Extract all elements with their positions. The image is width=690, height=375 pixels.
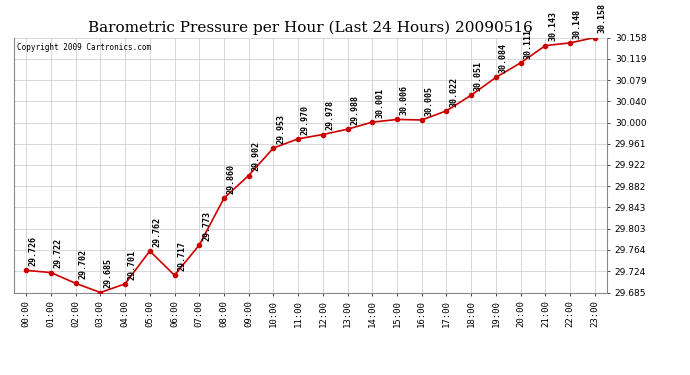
Text: 30.111: 30.111 bbox=[524, 28, 533, 58]
Text: 30.006: 30.006 bbox=[400, 85, 408, 115]
Text: 29.726: 29.726 bbox=[29, 236, 38, 266]
Text: 29.717: 29.717 bbox=[177, 241, 186, 271]
Text: 30.022: 30.022 bbox=[449, 76, 458, 106]
Text: 30.148: 30.148 bbox=[573, 9, 582, 39]
Text: 29.701: 29.701 bbox=[128, 250, 137, 280]
Text: 29.685: 29.685 bbox=[103, 258, 112, 288]
Text: 29.988: 29.988 bbox=[351, 95, 359, 125]
Text: 30.005: 30.005 bbox=[424, 86, 433, 116]
Text: 30.158: 30.158 bbox=[598, 3, 607, 33]
Text: 30.001: 30.001 bbox=[375, 88, 384, 118]
Text: 29.902: 29.902 bbox=[251, 141, 260, 171]
Text: 29.860: 29.860 bbox=[227, 164, 236, 194]
Text: 29.762: 29.762 bbox=[152, 217, 161, 247]
Text: Copyright 2009 Cartronics.com: Copyright 2009 Cartronics.com bbox=[17, 43, 151, 52]
Text: 29.978: 29.978 bbox=[326, 100, 335, 130]
Text: 29.702: 29.702 bbox=[79, 249, 88, 279]
Text: 30.143: 30.143 bbox=[548, 11, 557, 41]
Text: 29.773: 29.773 bbox=[202, 211, 211, 241]
Text: 29.722: 29.722 bbox=[54, 238, 63, 268]
Text: 29.970: 29.970 bbox=[301, 105, 310, 135]
Text: 30.051: 30.051 bbox=[474, 61, 483, 91]
Text: 30.084: 30.084 bbox=[499, 43, 508, 73]
Text: 29.953: 29.953 bbox=[276, 114, 285, 144]
Title: Barometric Pressure per Hour (Last 24 Hours) 20090516: Barometric Pressure per Hour (Last 24 Ho… bbox=[88, 21, 533, 35]
